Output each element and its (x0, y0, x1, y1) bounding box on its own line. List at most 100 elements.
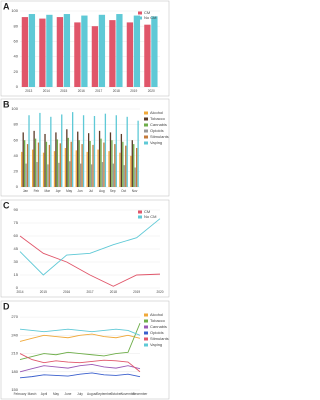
bar (80, 163, 82, 187)
bar (133, 15, 141, 88)
bar (33, 130, 35, 187)
legend-swatch (138, 16, 142, 20)
y-tick-label: 150 (11, 387, 18, 392)
y-tick-label: 60 (14, 38, 19, 43)
bar (111, 140, 113, 187)
panel-frame (0, 300, 170, 400)
y-tick-label: 80 (14, 23, 19, 28)
bar (64, 148, 67, 187)
line (19, 218, 161, 276)
bar (42, 152, 45, 187)
x-tick-label: July (77, 392, 83, 396)
line (19, 328, 141, 336)
x-tick-label: August (87, 392, 97, 396)
bar (24, 140, 26, 187)
bar (53, 151, 56, 187)
legend-label: CM (144, 209, 150, 214)
bar (81, 15, 88, 88)
bar (136, 148, 138, 187)
bar (56, 17, 64, 87)
legend-label: Vaping (150, 342, 162, 347)
x-tick-label: Mar (45, 189, 51, 193)
bar (44, 133, 46, 187)
x-tick-label: 2019 (133, 290, 140, 294)
bar (55, 132, 57, 187)
x-tick-label: 2015 (60, 89, 67, 93)
legend-swatch (144, 135, 148, 139)
x-tick-label: 2016 (63, 290, 70, 294)
bar (93, 116, 96, 187)
bar (58, 162, 60, 187)
page: {"chart_data": [ {"type": "bar", "panel"… (0, 0, 170, 400)
bar (97, 149, 99, 187)
y-tick-label: 0 (16, 285, 19, 290)
y-tick-label: 240 (11, 332, 18, 337)
legend-swatch (144, 129, 148, 133)
y-tick-label: 80 (14, 122, 19, 127)
legend-swatch (144, 313, 148, 317)
legend-swatch (144, 337, 148, 341)
bar (34, 138, 37, 187)
bar (103, 142, 105, 187)
x-tick-label: 2017 (95, 89, 102, 93)
bar (109, 20, 116, 87)
x-tick-label: May (53, 392, 59, 396)
legend-swatch (144, 141, 148, 145)
bar (36, 162, 38, 187)
x-tick-label: February (14, 392, 27, 396)
bar (133, 144, 135, 187)
x-tick-label: Aug (99, 189, 105, 193)
y-tick-label: 20 (14, 69, 19, 74)
legend-label: Stimulants (150, 336, 169, 341)
y-tick-label: 20 (14, 168, 19, 173)
line (19, 372, 141, 379)
bar (123, 165, 125, 187)
bar (25, 163, 27, 187)
bar (22, 132, 24, 187)
bar (91, 26, 99, 87)
bar (56, 139, 59, 187)
bar (77, 131, 79, 187)
bar (114, 144, 116, 187)
x-tick-label: Jul (89, 189, 93, 193)
y-tick-label: 180 (11, 369, 18, 374)
bar (90, 164, 93, 187)
x-tick-label: 2014 (16, 290, 23, 294)
bar (69, 161, 71, 187)
bar (21, 151, 23, 187)
x-tick-label: Jan (23, 189, 28, 193)
y-tick-label: 45 (14, 246, 19, 251)
bar (104, 113, 107, 187)
legend-label: Stimulants (150, 134, 169, 139)
legend-label: Opioids (150, 128, 164, 133)
bar (37, 142, 40, 187)
bar (112, 163, 115, 187)
bar (151, 16, 158, 87)
x-tick-label: May (66, 189, 72, 193)
legend-swatch (144, 319, 148, 323)
x-tick-label: 2014 (43, 89, 50, 93)
legend-swatch (138, 11, 142, 15)
legend-label: Vaping (150, 140, 162, 145)
bar (74, 22, 81, 87)
y-tick-label: 75 (14, 220, 19, 225)
bar (50, 116, 52, 187)
bar (125, 145, 127, 187)
x-tick-label: 2020 (156, 290, 163, 294)
y-tick-label: 100 (11, 106, 18, 111)
bar (67, 137, 69, 187)
panel-label: A (3, 1, 10, 11)
bar (89, 140, 91, 187)
legend-label: No CM (144, 214, 156, 219)
legend-swatch (138, 215, 142, 219)
y-tick-label: 40 (14, 153, 19, 158)
legend-swatch (144, 325, 148, 329)
bar (82, 115, 85, 187)
bar (130, 155, 132, 187)
bar (98, 14, 106, 87)
line (19, 322, 141, 361)
legend-swatch (144, 111, 148, 115)
bar (70, 141, 72, 187)
legend-swatch (144, 331, 148, 335)
